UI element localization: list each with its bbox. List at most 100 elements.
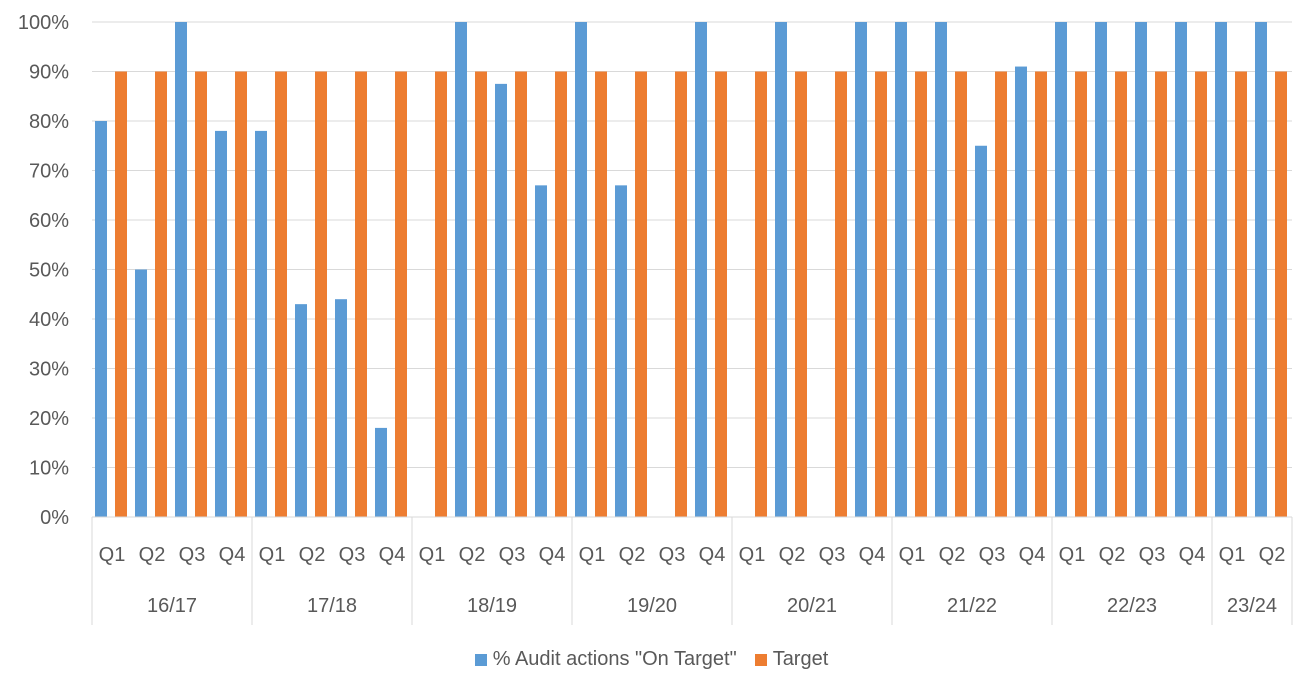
- bar-target: [1155, 71, 1167, 517]
- bar-audit-actions: [1055, 22, 1067, 517]
- bar-audit-actions: [255, 130, 267, 517]
- bar-audit-actions: [495, 83, 507, 517]
- bar-target: [955, 71, 967, 517]
- x-tick-label-quarter: Q4: [379, 544, 406, 566]
- x-tick-label-year: 17/18: [307, 595, 357, 617]
- legend: % Audit actions "On Target" Target: [0, 648, 1303, 671]
- x-tick-label-quarter: Q2: [1259, 544, 1286, 566]
- bar-target: [235, 71, 247, 517]
- bar-audit-actions: [1135, 22, 1147, 517]
- x-tick-label-quarter: Q4: [699, 544, 726, 566]
- y-tick-label: 60%: [29, 210, 69, 232]
- bar-target: [1035, 71, 1047, 517]
- bar-target: [915, 71, 927, 517]
- bar-audit-actions: [95, 121, 107, 517]
- x-tick-label-quarter: Q2: [939, 544, 966, 566]
- x-tick-label-quarter: Q3: [339, 544, 366, 566]
- x-tick-label-quarter: Q3: [659, 544, 686, 566]
- y-tick-label: 40%: [29, 309, 69, 331]
- x-tick-label-quarter: Q2: [459, 544, 486, 566]
- bar-target: [315, 71, 327, 517]
- bar-audit-actions: [535, 185, 547, 517]
- y-tick-label: 90%: [29, 62, 69, 84]
- x-tick-label-quarter: Q1: [1059, 544, 1086, 566]
- x-tick-label-quarter: Q3: [1139, 544, 1166, 566]
- x-tick-label-quarter: Q1: [899, 544, 926, 566]
- x-tick-label-quarter: Q2: [1099, 544, 1126, 566]
- x-tick-label-quarter: Q3: [979, 544, 1006, 566]
- legend-label-target: Target: [772, 648, 829, 670]
- bar-audit-actions: [935, 22, 947, 517]
- bar-audit-actions: [295, 304, 307, 517]
- bar-chart: 0% 10% 20% 30% 40% 50% 60% 70% 80% 90% 100% Q1 Q2 Q3 Q…: [18, 12, 1293, 625]
- y-tick-label: 80%: [29, 111, 69, 133]
- x-tick-label-quarter: Q2: [299, 544, 326, 566]
- x-tick-label-quarter: Q2: [139, 544, 166, 566]
- bar-target: [475, 71, 487, 517]
- bar-target: [715, 71, 727, 517]
- x-tick-label-quarter: Q1: [419, 544, 446, 566]
- bar-audit-actions: [695, 22, 707, 517]
- bar-target: [995, 71, 1007, 517]
- legend-swatch-target: [754, 653, 767, 666]
- bar-audit-actions: [1255, 22, 1267, 517]
- y-tick-label: 10%: [29, 458, 69, 480]
- x-tick-label-quarter: Q4: [219, 544, 246, 566]
- y-tick-label: 20%: [29, 408, 69, 430]
- bar-target: [595, 71, 607, 517]
- x-tick-label-year: 23/24: [1227, 595, 1277, 617]
- y-tick-label: 100%: [18, 12, 69, 34]
- x-tick-label-year: 20/21: [787, 595, 837, 617]
- bar-audit-actions: [1215, 22, 1227, 517]
- legend-item-audit: % Audit actions "On Target": [474, 648, 737, 671]
- bar-audit-actions: [215, 130, 227, 517]
- bar-target: [195, 71, 207, 517]
- bar-audit-actions: [335, 299, 347, 517]
- x-tick-label-quarter: Q3: [819, 544, 846, 566]
- x-tick-label-year: 16/17: [147, 595, 197, 617]
- x-tick-label-quarter: Q4: [1019, 544, 1046, 566]
- bar-audit-actions: [455, 22, 467, 517]
- y-tick-label: 70%: [29, 161, 69, 183]
- bar-target: [835, 71, 847, 517]
- bar-target: [1275, 71, 1287, 517]
- legend-label-audit: % Audit actions "On Target": [492, 648, 737, 670]
- bar-target: [755, 71, 767, 517]
- x-tick-label-quarter: Q2: [779, 544, 806, 566]
- x-tick-label-quarter: Q2: [619, 544, 646, 566]
- x-tick-label-quarter: Q4: [539, 544, 566, 566]
- bar-audit-actions: [1095, 22, 1107, 517]
- bar-audit-actions: [615, 185, 627, 517]
- bar-audit-actions: [975, 145, 987, 517]
- bar-target: [555, 71, 567, 517]
- bar-target: [1075, 71, 1087, 517]
- bar-target: [1195, 71, 1207, 517]
- bar-target: [435, 71, 447, 517]
- x-tick-label-quarter: Q3: [179, 544, 206, 566]
- x-tick-label-year: 21/22: [947, 595, 997, 617]
- y-tick-label: 30%: [29, 359, 69, 381]
- bar-target: [1235, 71, 1247, 517]
- bar-audit-actions: [135, 269, 147, 517]
- bar-target: [675, 71, 687, 517]
- bar-audit-actions: [375, 427, 387, 517]
- bar-target: [355, 71, 367, 517]
- y-tick-label: 50%: [29, 260, 69, 282]
- x-tick-label-quarter: Q1: [1219, 544, 1246, 566]
- bar-audit-actions: [1015, 66, 1027, 518]
- legend-swatch-audit: [474, 653, 487, 666]
- x-tick-label-year: 19/20: [627, 595, 677, 617]
- x-tick-label-quarter: Q1: [99, 544, 126, 566]
- bar-audit-actions: [855, 22, 867, 517]
- x-tick-label-quarter: Q1: [739, 544, 766, 566]
- bar-target: [875, 71, 887, 517]
- x-tick-label-quarter: Q1: [259, 544, 286, 566]
- x-tick-label-quarter: Q3: [499, 544, 526, 566]
- bar-audit-actions: [175, 22, 187, 517]
- bar-audit-actions: [1175, 22, 1187, 517]
- bar-audit-actions: [895, 22, 907, 517]
- bar-target: [155, 71, 167, 517]
- x-tick-label-year: 18/19: [467, 595, 517, 617]
- bar-target: [635, 71, 647, 517]
